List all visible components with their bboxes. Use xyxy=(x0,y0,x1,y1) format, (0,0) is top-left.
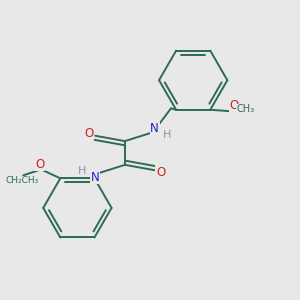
Text: N: N xyxy=(91,171,100,184)
Text: O: O xyxy=(156,166,165,179)
Text: CH₃: CH₃ xyxy=(237,104,255,115)
Text: O: O xyxy=(85,127,94,140)
Text: O: O xyxy=(230,99,239,112)
Text: CH₂CH₃: CH₂CH₃ xyxy=(5,176,38,185)
Text: O: O xyxy=(35,158,44,171)
Text: N: N xyxy=(150,122,159,135)
Text: H: H xyxy=(163,130,172,140)
Text: H: H xyxy=(78,167,87,176)
